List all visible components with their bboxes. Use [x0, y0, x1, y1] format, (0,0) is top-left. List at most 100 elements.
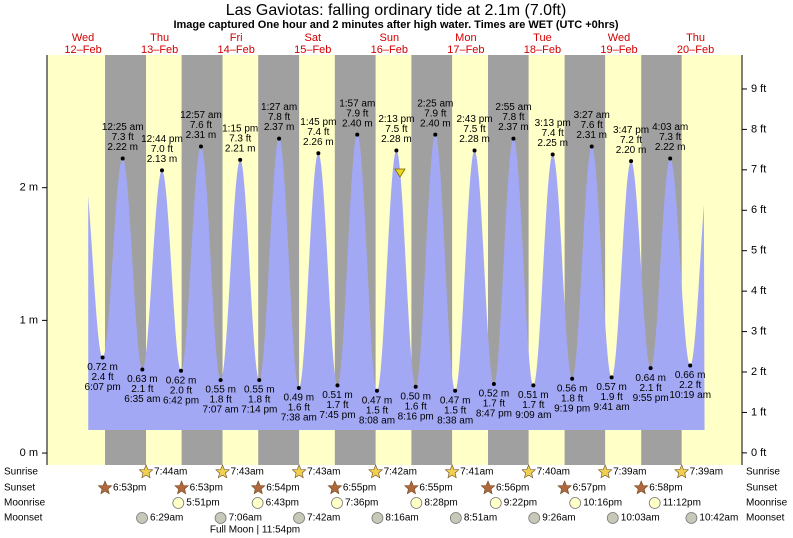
sunrise-icon	[521, 464, 537, 479]
day-date: 14–Feb	[218, 44, 255, 56]
tide-label: 1.9 ft	[600, 392, 622, 403]
chart-title: Las Gaviotas: falling ordinary tide at 2…	[226, 2, 567, 19]
tide-label: 7.8 ft	[502, 112, 524, 123]
sunset-icon	[403, 480, 419, 495]
tide-label: 1.6 ft	[288, 403, 310, 414]
moonrise-icon	[410, 497, 423, 509]
tide-point	[257, 378, 262, 383]
day-date: 18–Feb	[524, 44, 561, 56]
tide-point	[609, 375, 614, 380]
tide-label: 12:25 am	[102, 122, 144, 133]
tide-point	[453, 388, 458, 393]
tide-label: 7.4 ft	[542, 128, 564, 139]
sunset-time: 6:54pm	[266, 483, 299, 494]
moonset-time: 10:03am	[621, 513, 660, 524]
y-tick-label: 1 m	[20, 314, 38, 326]
sunset-icon	[327, 480, 343, 495]
tide-label: 0.51 m	[518, 390, 549, 401]
tide-label: 9:19 pm	[554, 403, 590, 414]
row-label: Sunset	[4, 483, 35, 494]
sunrise-time: 7:41am	[460, 467, 493, 478]
day-name: Thu	[686, 32, 705, 44]
tide-label: 12:57 am	[180, 110, 222, 121]
sunrise-icon	[291, 464, 307, 479]
tide-label: 2.25 m	[537, 138, 568, 149]
sunrise-icon	[444, 464, 460, 479]
day-name: Wed	[608, 32, 630, 44]
tide-label: 7:38 am	[281, 413, 317, 424]
day-date: 19–Feb	[600, 44, 637, 56]
moonset-icon	[371, 512, 384, 524]
sunset-icon	[97, 480, 113, 495]
tide-point	[218, 378, 223, 383]
tide-area	[88, 134, 705, 430]
tide-label: 9:41 am	[594, 402, 630, 413]
tide-label: 2.31 m	[576, 130, 607, 141]
tide-label: 1.7 ft	[483, 399, 505, 410]
tide-label: 9:55 pm	[633, 393, 669, 404]
moonset-time: 8:16am	[385, 513, 418, 524]
moonset-time: 10:42am	[699, 513, 738, 524]
tide-label: 2.37 m	[498, 122, 529, 133]
tide-point	[629, 159, 634, 164]
tide-label: 8:38 am	[437, 415, 473, 426]
tide-label: 2.20 m	[616, 145, 647, 156]
day-date: 12–Feb	[64, 44, 101, 56]
moonset-time: 7:06am	[229, 513, 262, 524]
tide-label: 0.49 m	[284, 393, 315, 404]
tide-label: 8:08 am	[359, 415, 395, 426]
moonset-icon	[606, 512, 619, 524]
sunrise-time: 7:40am	[537, 467, 570, 478]
tide-label: 7:45 pm	[319, 410, 355, 421]
tide-point	[159, 168, 164, 173]
tide-label: 7.0 ft	[151, 144, 173, 155]
tide-point	[277, 136, 282, 141]
tide-label: 1.8 ft	[209, 395, 231, 406]
tide-label: 2.28 m	[459, 134, 490, 145]
tide-label: 2.40 m	[420, 118, 451, 129]
tide-label: 7.6 ft	[190, 120, 212, 131]
tide-label: 7.6 ft	[581, 120, 603, 131]
tide-label: 2.1 ft	[640, 383, 662, 394]
tide-label: 6:35 am	[124, 394, 160, 405]
y2-tick-label: 3 ft	[751, 325, 766, 337]
tide-label: 7.8 ft	[268, 112, 290, 123]
sunset-time: 6:53pm	[113, 483, 146, 494]
y2-tick-label: 4 ft	[751, 285, 766, 297]
moonrise-icon	[251, 497, 264, 509]
tide-label: 0.47 m	[362, 395, 393, 406]
tide-label: 0.50 m	[400, 391, 431, 402]
row-label: Moonrise	[746, 498, 788, 509]
row-label: Sunrise	[746, 467, 780, 478]
moonrise-time: 6:43pm	[266, 498, 299, 509]
tide-label: 2.28 m	[381, 134, 412, 145]
day-name: Fri	[230, 32, 243, 44]
moonset-time: 6:29am	[150, 513, 183, 524]
day-name: Thu	[150, 32, 169, 44]
tide-label: 7.4 ft	[307, 127, 329, 138]
tide-label: 2:43 pm	[456, 114, 492, 125]
sunrise-time: 7:39am	[613, 467, 646, 478]
tide-label: 7.3 ft	[659, 132, 681, 143]
row-label: Sunrise	[4, 467, 38, 478]
tide-point	[120, 156, 125, 161]
tide-label: 0.51 m	[322, 390, 353, 401]
moonrise-time: 9:22pm	[504, 498, 537, 509]
tide-label: 2.13 m	[147, 154, 178, 165]
tide-point	[140, 367, 145, 372]
tide-point	[648, 366, 653, 371]
tide-point	[296, 386, 301, 391]
moonset-time: 8:51am	[464, 513, 497, 524]
chart-subtitle: Image captured One hour and 2 minutes af…	[173, 19, 618, 31]
tide-label: 8:16 pm	[398, 411, 434, 422]
tide-label: 7.3 ft	[112, 132, 134, 143]
tide-label: 0.62 m	[166, 375, 197, 386]
tide-label: 6:42 pm	[163, 395, 199, 406]
tide-label: 7.2 ft	[620, 135, 642, 146]
tide-point	[668, 156, 673, 161]
y2-tick-label: 6 ft	[751, 204, 766, 216]
tide-label: 3:47 pm	[613, 125, 649, 136]
tide-label: 0.66 m	[675, 370, 706, 381]
tide-label: 1.7 ft	[522, 400, 544, 411]
tide-point	[550, 152, 555, 157]
